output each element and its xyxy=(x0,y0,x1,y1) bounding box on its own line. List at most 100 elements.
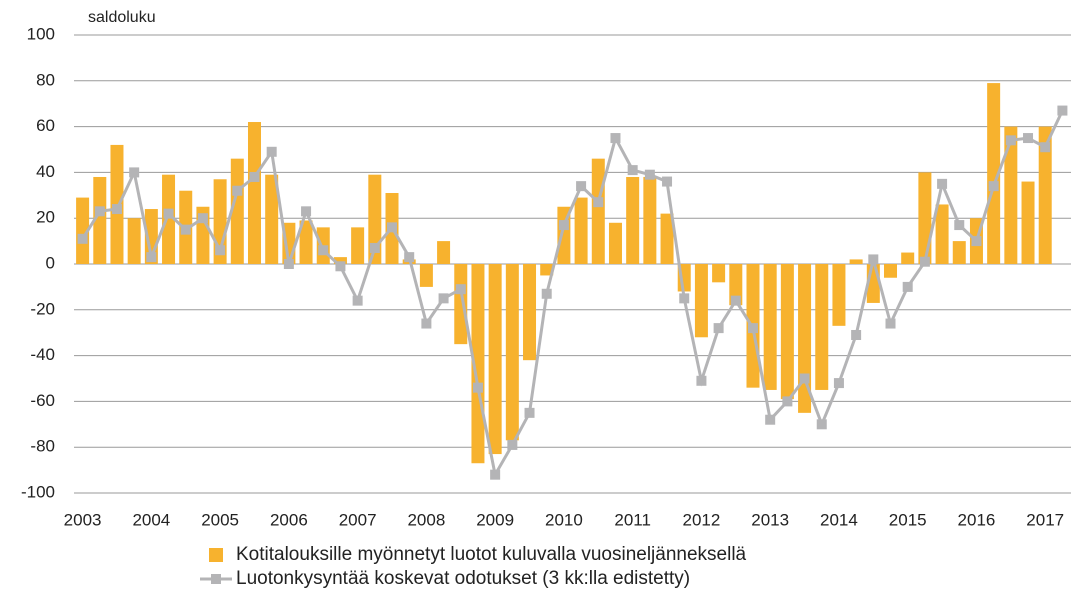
line-marker xyxy=(816,419,827,430)
bar xyxy=(488,264,502,455)
bar xyxy=(815,264,829,390)
x-tick-label: 2012 xyxy=(683,510,721,529)
line-marker xyxy=(988,181,999,192)
line-marker xyxy=(558,220,569,231)
bar xyxy=(591,158,605,264)
bar xyxy=(247,122,261,265)
line-marker xyxy=(902,281,913,292)
line-marker xyxy=(833,378,844,389)
line-marker xyxy=(576,181,587,192)
x-tick-label: 2015 xyxy=(889,510,927,529)
x-tick-label: 2008 xyxy=(407,510,445,529)
bar xyxy=(574,197,588,264)
x-tick-label: 2011 xyxy=(614,510,651,529)
bar xyxy=(351,227,365,264)
bar xyxy=(712,264,726,283)
line-marker xyxy=(421,318,432,329)
line-marker xyxy=(765,414,776,425)
line-marker xyxy=(919,256,930,267)
line-marker xyxy=(352,295,363,306)
line-marker xyxy=(954,220,965,231)
y-tick-label: -80 xyxy=(30,437,55,456)
line-marker xyxy=(163,208,174,219)
y-tick-label: -20 xyxy=(30,299,55,318)
bar xyxy=(454,264,468,345)
line-marker xyxy=(524,407,535,418)
line-marker xyxy=(335,261,346,272)
line-marker xyxy=(696,375,707,386)
line-marker xyxy=(1057,105,1068,116)
bar xyxy=(1038,126,1052,264)
line-marker xyxy=(851,329,862,340)
line-marker xyxy=(472,382,483,393)
line-marker xyxy=(644,169,655,180)
x-tick-label: 2010 xyxy=(545,510,583,529)
x-tick-label: 2017 xyxy=(1026,510,1064,529)
y-tick-label: 80 xyxy=(36,70,55,89)
line-marker xyxy=(1023,133,1034,144)
line-marker xyxy=(1040,142,1051,153)
legend-swatch xyxy=(211,574,221,584)
bar xyxy=(93,176,107,264)
bar xyxy=(437,241,451,264)
x-tick-label: 2016 xyxy=(958,510,996,529)
x-tick-label: 2003 xyxy=(64,510,102,529)
bar xyxy=(780,264,794,400)
bar xyxy=(918,172,932,264)
bar xyxy=(162,174,176,264)
line-marker xyxy=(197,213,208,224)
line-marker xyxy=(490,469,501,480)
line-marker xyxy=(885,318,896,329)
bar xyxy=(694,264,708,338)
bar xyxy=(660,213,674,264)
y-tick-label: 100 xyxy=(27,24,55,43)
line-marker xyxy=(129,167,140,178)
line-marker xyxy=(507,439,518,450)
line-marker xyxy=(747,323,758,334)
line-marker xyxy=(455,284,466,295)
x-tick-label: 2007 xyxy=(339,510,377,529)
line-marker xyxy=(232,185,243,196)
line-marker xyxy=(713,323,724,334)
line-marker xyxy=(404,252,415,263)
line-marker xyxy=(318,245,329,256)
bar xyxy=(505,264,519,441)
bar xyxy=(643,176,657,264)
bar xyxy=(1004,126,1018,264)
bar xyxy=(935,204,949,264)
y-tick-label: -100 xyxy=(21,482,55,501)
bar xyxy=(884,264,898,278)
line-marker xyxy=(111,204,122,215)
legend-swatch xyxy=(209,548,223,562)
bar xyxy=(849,259,863,264)
bar xyxy=(626,176,640,264)
bar xyxy=(523,264,537,361)
bar xyxy=(729,264,743,306)
line-marker xyxy=(937,178,948,189)
bar xyxy=(471,264,485,464)
line-marker xyxy=(180,224,191,235)
line-marker xyxy=(782,396,793,407)
y-tick-label: -40 xyxy=(30,345,55,364)
line-marker xyxy=(799,373,810,384)
bar xyxy=(608,222,622,264)
bar xyxy=(952,241,966,264)
x-tick-label: 2013 xyxy=(751,510,789,529)
bar xyxy=(540,264,554,276)
line-marker xyxy=(679,293,690,304)
line-marker xyxy=(301,206,312,217)
x-tick-label: 2014 xyxy=(820,510,858,529)
y-tick-label: 20 xyxy=(36,208,55,227)
line-marker xyxy=(868,254,879,265)
line-marker xyxy=(387,222,398,233)
line-marker xyxy=(283,259,294,269)
bar xyxy=(763,264,777,390)
line-marker xyxy=(146,252,157,263)
bar xyxy=(368,174,382,264)
y-tick-label: -60 xyxy=(30,391,55,410)
y-axis-label: saldoluku xyxy=(88,9,156,26)
x-tick-label: 2006 xyxy=(270,510,308,529)
bar xyxy=(419,264,433,287)
bar xyxy=(127,218,141,264)
y-tick-label: 0 xyxy=(46,253,55,272)
